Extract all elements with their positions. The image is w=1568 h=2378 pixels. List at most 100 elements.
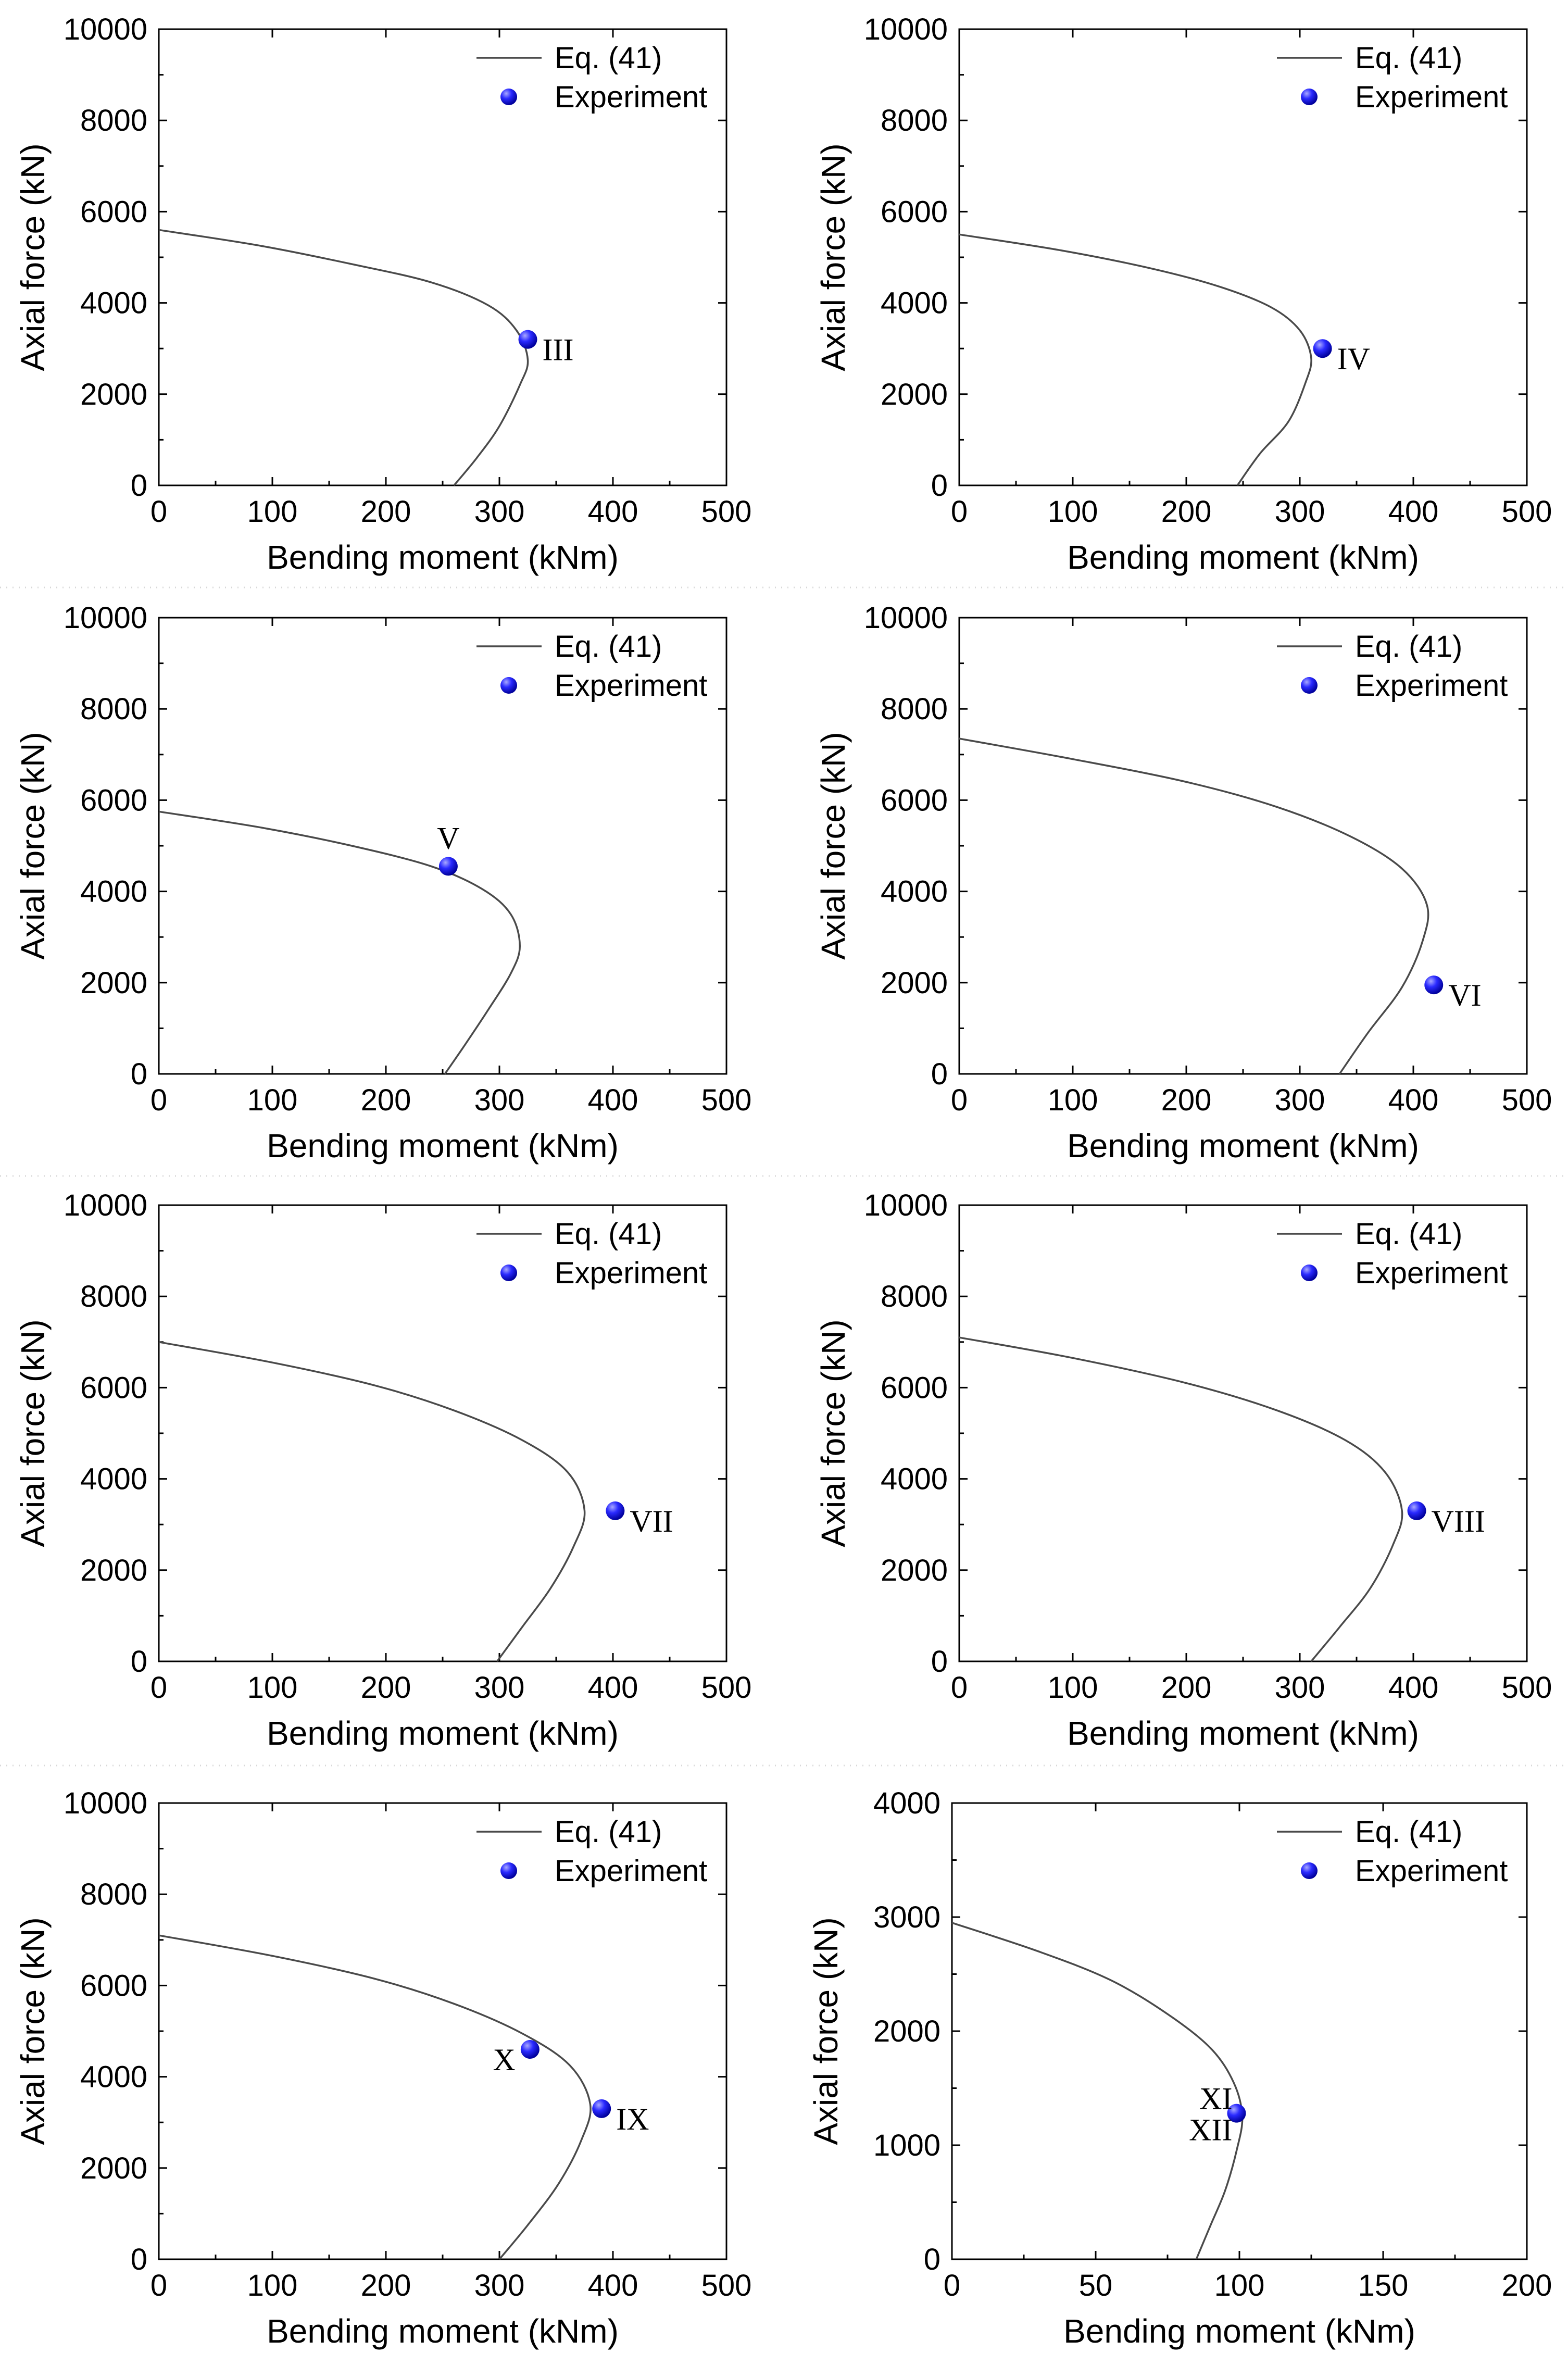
x-tick-label: 300 (474, 1671, 525, 1705)
y-axis-title: Axial force (kN) (814, 732, 852, 959)
y-tick-label: 0 (931, 469, 948, 503)
x-tick-label: 400 (1388, 1083, 1439, 1117)
experiment-point (1313, 339, 1332, 358)
legend-marker-swatch (1301, 1862, 1318, 1879)
chart-panel-7: 0 100 200 300 400 500 0 2000 4000 6000 8000 10000 Be… (14, 1786, 751, 2350)
y-tick-label: 6000 (80, 195, 147, 229)
y-tick-label: 0 (931, 1057, 948, 1091)
legend-marker-swatch (500, 89, 517, 105)
y-tick-label: 4000 (80, 286, 147, 320)
legend-marker-label: Experiment (555, 669, 707, 703)
x-tick-label: 200 (361, 495, 411, 529)
y-tick-label: 0 (131, 2243, 147, 2276)
x-tick-label: 100 (247, 1083, 298, 1117)
x-tick-label: 500 (1502, 1671, 1552, 1705)
legend-line-label: Eq. (41) (555, 1815, 662, 1849)
y-axis-title: Axial force (kN) (814, 1319, 852, 1547)
experiment-point (1227, 2104, 1246, 2123)
x-tick-label: 200 (1502, 2269, 1552, 2302)
legend-line-label: Eq. (41) (555, 41, 662, 75)
experiment-point (592, 2099, 611, 2118)
curve-eq41 (959, 233, 1312, 486)
x-tick-label: 200 (361, 2269, 411, 2302)
legend-marker-label: Experiment (1355, 1854, 1508, 1888)
legend-line-label: Eq. (41) (555, 1217, 662, 1251)
y-axis-title: Axial force (kN) (14, 1319, 52, 1547)
legend-line-label: Eq. (41) (1355, 1815, 1462, 1849)
experiment-point-label: XI (1199, 2082, 1232, 2116)
y-tick-label: 1000 (873, 2129, 940, 2162)
y-tick-label: 2000 (80, 378, 147, 411)
y-tick-label: 8000 (80, 104, 147, 137)
y-tick-label: 6000 (80, 1969, 147, 2002)
legend-marker-label: Experiment (555, 1854, 707, 1888)
legend-marker-swatch (500, 677, 517, 694)
x-tick-label: 0 (951, 1671, 968, 1705)
curve-eq41 (959, 737, 1429, 1074)
x-tick-label: 400 (588, 495, 638, 529)
y-tick-label: 10000 (864, 1188, 948, 1222)
x-axis-title: Bending moment (kNm) (1063, 2312, 1415, 2350)
y-axis-title: Axial force (kN) (14, 732, 52, 959)
x-tick-label: 400 (588, 1083, 638, 1117)
x-tick-label: 100 (1214, 2269, 1265, 2302)
y-tick-label: 4000 (881, 286, 948, 320)
chart-panel-2: 0 100 200 300 400 500 0 2000 4000 6000 8000 10000 Be… (814, 12, 1552, 576)
x-tick-label: 150 (1358, 2269, 1409, 2302)
y-tick-label: 6000 (80, 1371, 147, 1405)
y-tick-label: 6000 (881, 195, 948, 229)
legend-marker-label: Experiment (1355, 1256, 1508, 1290)
y-tick-label: 10000 (864, 12, 948, 46)
y-tick-label: 8000 (881, 104, 948, 137)
x-tick-label: 100 (247, 495, 298, 529)
y-tick-label: 4000 (881, 875, 948, 909)
x-tick-label: 400 (588, 2269, 638, 2302)
curve-eq41 (158, 1341, 586, 1662)
legend-line-label: Eq. (41) (1355, 41, 1462, 75)
legend-marker-label: Experiment (1355, 80, 1508, 114)
x-tick-label: 100 (247, 1671, 298, 1705)
x-tick-label: 300 (1275, 1671, 1325, 1705)
y-tick-label: 8000 (80, 692, 147, 726)
x-tick-label: 500 (701, 1083, 752, 1117)
x-tick-label: 300 (474, 2269, 525, 2302)
x-tick-label: 0 (150, 1083, 167, 1117)
x-tick-label: 200 (361, 1083, 411, 1117)
x-tick-label: 200 (1161, 495, 1212, 529)
experiment-point (606, 1501, 625, 1520)
y-tick-label: 10000 (64, 601, 147, 635)
y-tick-label: 0 (131, 1645, 147, 1679)
curve-eq41 (951, 1922, 1244, 2260)
experiment-point-label: VIII (1432, 1504, 1485, 1538)
experiment-point (518, 330, 537, 349)
legend-line-label: Eq. (41) (1355, 1217, 1462, 1251)
y-tick-label: 8000 (881, 1280, 948, 1313)
chart-panel-4: 0 100 200 300 400 500 0 2000 4000 6000 8000 10000 Be… (814, 601, 1552, 1165)
x-tick-label: 300 (474, 495, 525, 529)
legend-line-label: Eq. (41) (1355, 630, 1462, 664)
experiment-point-label: V (437, 821, 459, 855)
x-tick-label: 500 (1502, 495, 1552, 529)
y-tick-label: 6000 (881, 783, 948, 817)
x-tick-label: 200 (1161, 1671, 1212, 1705)
legend-line-label: Eq. (41) (555, 630, 662, 664)
legend-marker-swatch (1301, 677, 1318, 694)
legend-marker-swatch (500, 1265, 517, 1281)
y-tick-label: 10000 (864, 601, 948, 635)
y-tick-label: 6000 (881, 1371, 948, 1405)
y-tick-label: 6000 (80, 783, 147, 817)
x-tick-label: 50 (1079, 2269, 1113, 2302)
y-tick-label: 4000 (881, 1462, 948, 1496)
x-tick-label: 400 (1388, 1671, 1439, 1705)
legend-marker-swatch (1301, 1265, 1318, 1281)
experiment-point-label: VII (630, 1504, 673, 1538)
y-tick-label: 2000 (873, 2014, 940, 2048)
experiment-point-label: X (493, 2043, 516, 2077)
y-tick-label: 2000 (881, 966, 948, 1000)
y-tick-label: 2000 (881, 1554, 948, 1587)
y-tick-label: 4000 (80, 1462, 147, 1496)
x-axis-title: Bending moment (kNm) (1067, 1714, 1419, 1752)
legend-marker-swatch (1301, 89, 1318, 105)
y-tick-label: 2000 (80, 2151, 147, 2185)
